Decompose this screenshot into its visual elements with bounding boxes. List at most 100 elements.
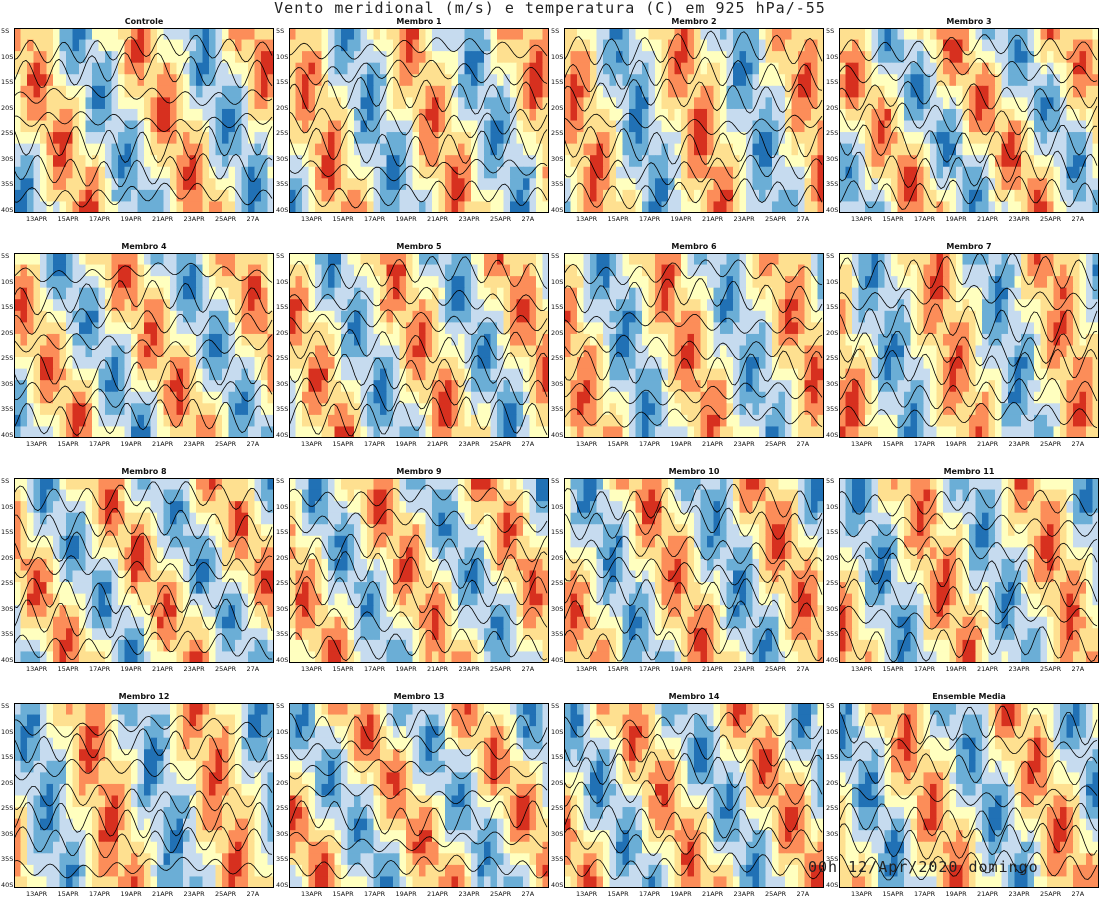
wind-cell [839, 28, 846, 41]
wind-cell [235, 85, 242, 98]
wind-cell [923, 264, 931, 277]
wind-cell [66, 276, 73, 289]
wind-cell [85, 74, 93, 87]
wind-cell [215, 253, 223, 266]
wind-cell [871, 189, 879, 202]
wind-cell [694, 120, 701, 133]
wind-cell [373, 132, 381, 145]
wind-cell [477, 132, 485, 145]
wind-cell [772, 39, 779, 52]
wind-cell [20, 28, 28, 41]
wind-cell [150, 403, 158, 416]
wind-cell [124, 299, 132, 312]
wind-cell [542, 345, 549, 358]
wind-cell [419, 120, 426, 133]
wind-cell [189, 310, 197, 323]
wind-cell [516, 368, 524, 381]
wind-cell [445, 39, 452, 52]
wind-cell [202, 143, 210, 156]
wind-cell [59, 426, 67, 438]
wind-cell [386, 201, 394, 213]
wind-cell [432, 276, 439, 289]
wind-cell [962, 132, 970, 145]
wind-cell [458, 189, 465, 202]
wind-cell [1027, 287, 1035, 300]
wind-cell [687, 85, 695, 98]
wind-cell [248, 85, 255, 98]
wind-cell [183, 380, 190, 393]
wind-cell [53, 310, 60, 323]
wind-cell [302, 276, 309, 289]
x-tick-label: 23APR [733, 440, 755, 448]
wind-cell [235, 143, 242, 156]
wind-cell [622, 166, 630, 179]
wind-cell [904, 85, 911, 98]
wind-cell [739, 155, 747, 168]
wind-cell [248, 380, 255, 393]
wind-cell [752, 39, 760, 52]
wind-cell [936, 253, 944, 266]
wind-cell [295, 333, 303, 346]
wind-cell [341, 143, 348, 156]
wind-cell [583, 39, 591, 52]
wind-cell [596, 132, 604, 145]
wind-cell [111, 85, 119, 98]
wind-cell [765, 166, 773, 179]
wind-cell [235, 287, 242, 300]
wind-cell [328, 120, 335, 133]
wind-cell [235, 322, 242, 335]
wind-cell [1086, 132, 1093, 145]
wind-cell [969, 166, 976, 179]
wind-cell [497, 97, 504, 110]
wind-cell [661, 51, 669, 64]
wind-cell [661, 108, 669, 121]
wind-cell [811, 414, 818, 427]
wind-cell [131, 51, 138, 64]
wind-cell [92, 108, 99, 121]
wind-cell [131, 189, 138, 202]
wind-cell [536, 201, 543, 213]
wind-cell [778, 322, 786, 335]
temperature-contour [564, 311, 823, 334]
wind-cell [720, 108, 727, 121]
wind-cell [865, 310, 872, 323]
wind-cell [79, 189, 86, 202]
wind-cell [791, 380, 799, 393]
wind-cell [752, 380, 760, 393]
wind-cell [510, 310, 517, 323]
wind-cell [943, 310, 950, 323]
wind-cell [596, 333, 604, 346]
wind-cell [360, 276, 368, 289]
wind-cell [85, 391, 93, 404]
wind-cell [490, 299, 498, 312]
wind-cell [930, 132, 937, 145]
wind-cell [144, 39, 151, 52]
wind-cell [20, 380, 28, 393]
wind-cell [1014, 97, 1022, 110]
wind-cell [956, 189, 963, 202]
wind-cell [1073, 322, 1080, 335]
wind-cell [254, 120, 262, 133]
wind-cell [157, 62, 164, 75]
wind-cell [79, 143, 86, 156]
wind-cell [1086, 62, 1093, 75]
wind-cell [215, 299, 223, 312]
wind-cell [1001, 276, 1009, 289]
panel-title: Membro 7 [946, 242, 992, 251]
wind-cell [477, 74, 485, 87]
wind-cell [241, 201, 249, 213]
wind-cell [969, 132, 976, 145]
wind-cell [477, 391, 485, 404]
wind-cell [157, 333, 164, 346]
wind-cell [1014, 276, 1022, 289]
wind-cell [267, 299, 274, 312]
wind-cell [564, 276, 571, 289]
wind-cell [321, 62, 329, 75]
wind-cell [713, 276, 721, 289]
wind-cell [904, 253, 911, 266]
y-tick-label: 40S [551, 431, 564, 439]
wind-cell [681, 391, 688, 404]
wind-cell [347, 143, 355, 156]
wind-cell [367, 108, 374, 121]
wind-cell [839, 178, 846, 191]
